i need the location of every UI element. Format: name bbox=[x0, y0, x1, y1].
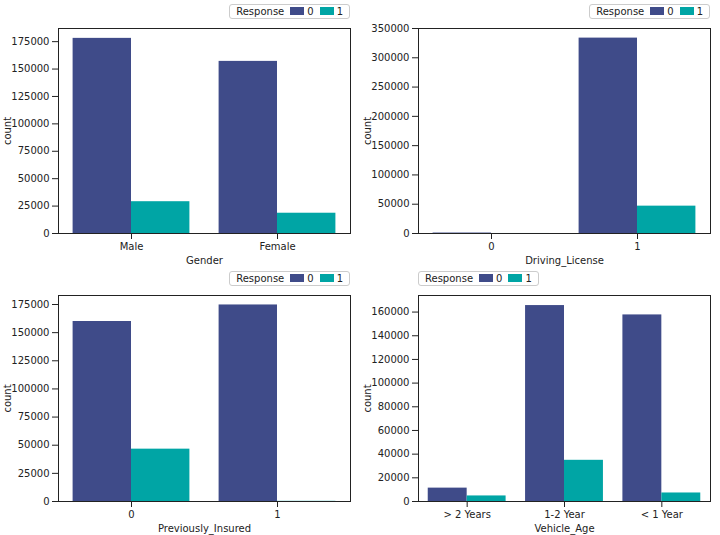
svg-text:50000: 50000 bbox=[18, 173, 50, 184]
html-text:1: 1 bbox=[525, 272, 532, 284]
svg-text:125000: 125000 bbox=[11, 355, 49, 366]
svg-text:count: count bbox=[362, 384, 373, 412]
svg-text:Vehicle_Age: Vehicle_Age bbox=[534, 523, 594, 535]
svg-text:150000: 150000 bbox=[371, 140, 409, 151]
svg-text:125000: 125000 bbox=[11, 91, 49, 102]
svg-text:100000: 100000 bbox=[11, 118, 49, 129]
svg-text:40000: 40000 bbox=[378, 448, 410, 459]
svg-text:150000: 150000 bbox=[11, 63, 49, 74]
svg-text:Male: Male bbox=[120, 241, 144, 252]
svg-text:Female: Female bbox=[259, 241, 295, 252]
svg-text:0: 0 bbox=[43, 496, 49, 507]
svg-text:25000: 25000 bbox=[18, 200, 50, 211]
svg-text:25000: 25000 bbox=[18, 468, 50, 479]
svg-text:Driving_License: Driving_License bbox=[525, 255, 604, 267]
svg-text:350000: 350000 bbox=[371, 23, 409, 34]
svg-text:50000: 50000 bbox=[18, 439, 50, 450]
svg-text:150000: 150000 bbox=[11, 327, 49, 338]
svg-text:0: 0 bbox=[128, 509, 134, 520]
svg-text:> 2 Years: > 2 Years bbox=[443, 509, 490, 520]
svg-text:160000: 160000 bbox=[371, 306, 409, 317]
svg-text:< 1 Year: < 1 Year bbox=[641, 509, 684, 520]
svg-text:50000: 50000 bbox=[378, 198, 410, 209]
svg-text:250000: 250000 bbox=[371, 81, 409, 92]
svg-text:140000: 140000 bbox=[371, 330, 409, 341]
svg-text:1-2 Year: 1-2 Year bbox=[544, 509, 586, 520]
html-text:0: 0 bbox=[667, 5, 674, 17]
svg-text:80000: 80000 bbox=[378, 401, 410, 412]
html-text:0: 0 bbox=[307, 272, 314, 284]
svg-text:75000: 75000 bbox=[18, 411, 50, 422]
svg-text:300000: 300000 bbox=[371, 52, 409, 63]
html-text:Response: Response bbox=[236, 272, 285, 284]
svg-text:Gender: Gender bbox=[186, 255, 224, 266]
svg-text:Previously_Insured: Previously_Insured bbox=[158, 523, 251, 535]
html-text:1: 1 bbox=[336, 5, 343, 17]
svg-text:0: 0 bbox=[403, 228, 409, 239]
svg-text:100000: 100000 bbox=[371, 377, 409, 388]
svg-text:100000: 100000 bbox=[371, 169, 409, 180]
svg-text:175000: 175000 bbox=[11, 36, 49, 47]
html-text:Response: Response bbox=[236, 5, 285, 17]
svg-text:1: 1 bbox=[274, 509, 280, 520]
html-text:Response: Response bbox=[596, 5, 645, 17]
html-text:Response: Response bbox=[425, 272, 473, 284]
svg-text:200000: 200000 bbox=[371, 111, 409, 122]
html-text:0: 0 bbox=[307, 5, 314, 17]
svg-text:60000: 60000 bbox=[378, 425, 410, 436]
svg-text:0: 0 bbox=[403, 496, 409, 507]
svg-text:20000: 20000 bbox=[378, 472, 410, 483]
svg-text:1: 1 bbox=[634, 241, 640, 252]
html-text:1: 1 bbox=[696, 5, 703, 17]
svg-text:count: count bbox=[2, 384, 13, 412]
svg-text:count: count bbox=[2, 117, 13, 145]
svg-text:count: count bbox=[362, 117, 373, 145]
html-text:0: 0 bbox=[496, 272, 503, 284]
svg-text:0: 0 bbox=[488, 241, 494, 252]
html-text:1: 1 bbox=[336, 272, 343, 284]
svg-text:75000: 75000 bbox=[18, 145, 50, 156]
svg-text:175000: 175000 bbox=[11, 299, 49, 310]
svg-text:120000: 120000 bbox=[371, 354, 409, 365]
svg-text:100000: 100000 bbox=[11, 383, 49, 394]
svg-text:0: 0 bbox=[43, 228, 49, 239]
